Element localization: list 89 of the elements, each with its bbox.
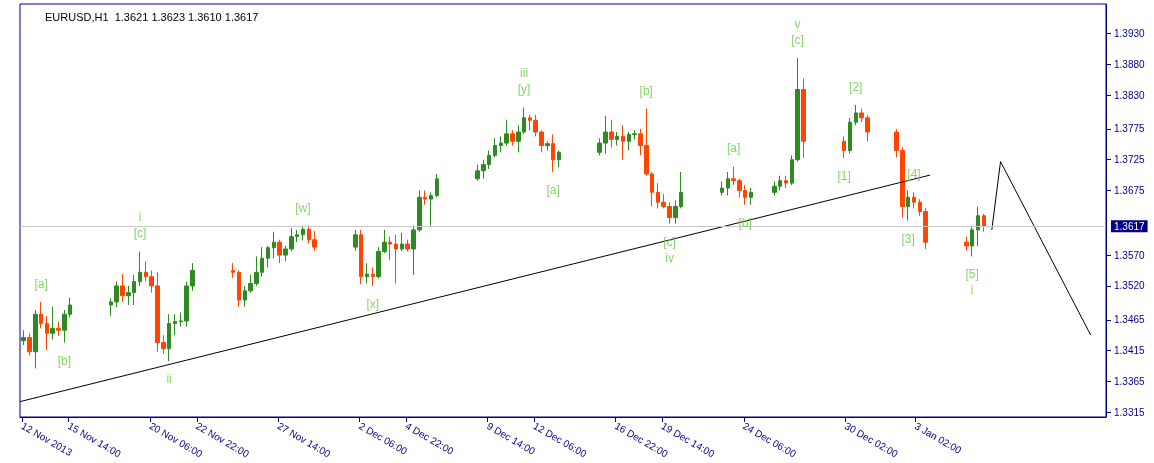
candlestick [301, 225, 305, 241]
candlestick [621, 124, 625, 161]
candlestick [964, 236, 969, 252]
y-tick-label: 1.3520 [1114, 280, 1146, 292]
annotation: [c] [791, 33, 804, 48]
annotation: [3] [901, 231, 915, 246]
annotation: [1] [837, 168, 851, 183]
text: EURUSD,H1 1.3621 1.3623 1.3610 1.3617 [45, 10, 259, 23]
candlestick [359, 229, 363, 285]
candlestick [615, 131, 619, 147]
annotation: iv [665, 250, 674, 265]
candlestick [21, 329, 26, 346]
y-tick-label: 1.3775 [1114, 123, 1146, 135]
candlestick [353, 229, 358, 252]
candlestick [720, 180, 724, 196]
candlestick [33, 309, 38, 369]
candlestick [749, 187, 753, 206]
candlestick [266, 245, 270, 268]
candlestick [400, 232, 404, 252]
candlestick [726, 171, 730, 196]
candlestick [50, 306, 55, 340]
candlestick [371, 266, 375, 287]
candlestick [394, 234, 398, 284]
candlestick [423, 190, 427, 206]
annotation: iii [520, 66, 529, 81]
annotation: [b] [639, 83, 653, 98]
candlestick [138, 250, 142, 287]
candlestick [405, 239, 410, 252]
candlestick [493, 137, 497, 158]
annotation: v [794, 17, 801, 32]
y-tick-label: 1.3465 [1114, 314, 1146, 326]
candlestick [435, 173, 439, 198]
y-tick-label: 1.3830 [1114, 89, 1146, 101]
y-tick-label: 1.3415 [1114, 345, 1146, 357]
candlestick [27, 332, 32, 356]
candlestick [56, 321, 61, 337]
annotation: [c] [133, 226, 147, 241]
y-tick-label: 1.3675 [1114, 185, 1146, 196]
y-tick-label: 1.3880 [1114, 58, 1146, 70]
y-tick-label: 1.3570 [1114, 249, 1146, 261]
y-tick-label: 1.3315 [1114, 406, 1146, 418]
candlestick [277, 239, 282, 264]
candlestick [167, 313, 171, 362]
candlestick [784, 175, 788, 189]
annotation: [x] [366, 296, 380, 311]
y-tick-label: 1.3930 [1114, 28, 1146, 40]
annotation: [a] [34, 276, 48, 291]
ref-line-label: 1.3617 [1114, 220, 1146, 232]
annotation: i [970, 283, 974, 298]
candlestick [912, 191, 916, 209]
candlestick [848, 117, 852, 155]
candlestick [39, 301, 43, 329]
candlestick [970, 225, 974, 257]
x-tick-label: 30 Dec 02:00 [842, 420, 901, 460]
annotation: [4] [907, 167, 921, 182]
annotation: [a] [546, 183, 560, 198]
candlestick [237, 270, 241, 308]
y-tick-label: 1.3365 [1114, 375, 1146, 387]
candlestick [557, 149, 561, 168]
x-tick-label: 27 Nov 14:00 [275, 420, 333, 460]
candlestick [388, 236, 392, 261]
candlestick [842, 135, 846, 159]
x-tick-label: 24 Dec 06:00 [741, 420, 799, 460]
candlestick [45, 315, 49, 351]
candlestick [976, 206, 980, 247]
annotation: [w] [295, 200, 311, 215]
y-tick-label: 1.3725 [1114, 154, 1146, 166]
candlestick [120, 273, 125, 303]
candlestick [545, 140, 550, 151]
annotation: i [138, 210, 142, 225]
candlestick [982, 213, 986, 233]
annotation: [2] [849, 79, 863, 94]
annotation: [y] [517, 82, 531, 97]
candlestick [272, 231, 276, 259]
annotation: [b] [57, 353, 72, 368]
candlestick [510, 129, 515, 147]
annotation: [a] [726, 141, 741, 156]
candlestick [854, 104, 858, 126]
candlestick [551, 133, 555, 173]
candlestick [906, 190, 910, 222]
candlestick [365, 262, 369, 284]
x-tick-label: 3 Jan 02:00 [912, 420, 964, 457]
candlestick [231, 262, 235, 279]
candlestick [173, 313, 177, 336]
candlestick [609, 119, 614, 148]
annotation: ii [166, 371, 172, 386]
candlestick [801, 77, 806, 159]
annotation: [5] [965, 267, 979, 282]
candlestick [429, 191, 433, 227]
